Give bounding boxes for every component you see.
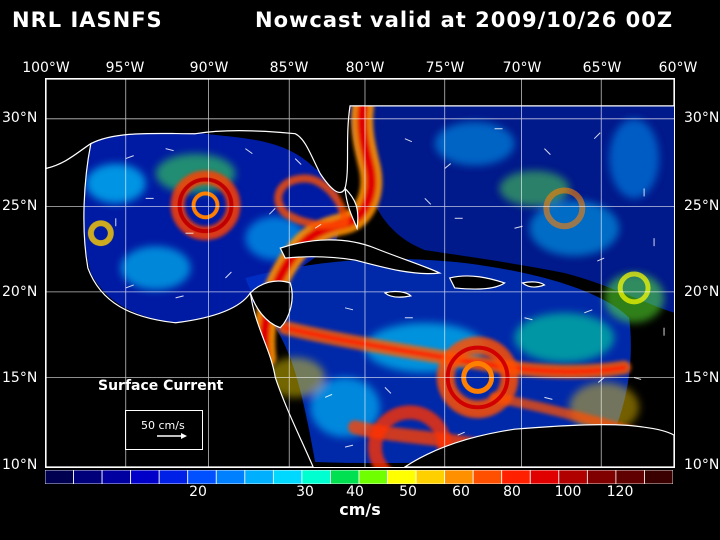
title-valid-time: valid at 2009/10/26 00Z bbox=[370, 8, 674, 32]
lat-label-15n-right: 15°N bbox=[684, 370, 720, 386]
colorbar-unit: cm/s bbox=[339, 500, 381, 519]
map-variable-label: Surface Current bbox=[98, 378, 224, 394]
colorbar-tick-120: 120 bbox=[606, 484, 634, 500]
colorbar-tick-20: 20 bbox=[189, 484, 207, 500]
colorbar-swatch bbox=[101, 470, 132, 484]
colorbar-tick-30: 30 bbox=[296, 484, 314, 500]
lat-label-25n-right: 25°N bbox=[684, 198, 720, 214]
lon-label-80w: 80°W bbox=[345, 60, 385, 76]
lat-label-15n-left: 15°N bbox=[2, 370, 38, 386]
lat-label-10n-right: 10°N bbox=[684, 457, 720, 473]
colorbar-swatch bbox=[615, 470, 645, 484]
colorbar-swatch bbox=[358, 470, 388, 484]
colorbar-swatch bbox=[158, 470, 189, 484]
colorbar-swatch bbox=[272, 470, 303, 484]
reference-vector-label: 50 cm/s bbox=[141, 419, 185, 432]
colorbar-swatch bbox=[330, 470, 360, 484]
colorbar-swatch bbox=[586, 470, 617, 484]
lon-label-100w: 100°W bbox=[22, 60, 70, 76]
lon-label-85w: 85°W bbox=[269, 60, 309, 76]
colorbar-swatch bbox=[73, 470, 103, 484]
colorbar-swatch bbox=[45, 470, 74, 484]
colorbar-tick-60: 60 bbox=[452, 484, 470, 500]
ocean-speed-field bbox=[82, 95, 674, 467]
title-product: Nowcast bbox=[255, 8, 363, 32]
colorbar-swatch bbox=[215, 470, 246, 484]
colorbar-tick-80: 80 bbox=[503, 484, 521, 500]
colorbar-tick-40: 40 bbox=[346, 484, 364, 500]
lon-label-90w: 90°W bbox=[189, 60, 229, 76]
reference-arrow-icon bbox=[157, 433, 187, 439]
lon-label-60w: 60°W bbox=[658, 60, 698, 76]
colorbar-swatch bbox=[301, 470, 331, 484]
lat-label-20n-left: 20°N bbox=[2, 284, 38, 300]
graticule bbox=[46, 79, 674, 467]
lon-label-75w: 75°W bbox=[425, 60, 465, 76]
lon-label-70w: 70°W bbox=[502, 60, 542, 76]
title-source: NRL IASNFS bbox=[12, 8, 163, 32]
colorbar-swatch bbox=[529, 470, 560, 484]
colorbar-tick-50: 50 bbox=[399, 484, 417, 500]
lat-label-10n-left: 10°N bbox=[2, 457, 38, 473]
lat-label-25n-left: 25°N bbox=[2, 198, 38, 214]
lon-label-95w: 95°W bbox=[105, 60, 145, 76]
colorbar-swatch bbox=[644, 470, 673, 484]
colorbar-swatch bbox=[444, 470, 474, 484]
colorbar-swatch bbox=[187, 470, 217, 484]
lat-label-30n-left: 30°N bbox=[2, 110, 38, 126]
reference-vector-box bbox=[125, 410, 203, 450]
current-speed-map bbox=[45, 78, 675, 468]
colorbar-swatch bbox=[387, 470, 417, 484]
colorbar-swatch bbox=[130, 470, 160, 484]
colorbar-swatch bbox=[244, 470, 274, 484]
lon-label-65w: 65°W bbox=[582, 60, 622, 76]
lat-label-20n-right: 20°N bbox=[684, 284, 720, 300]
colorbar-swatch bbox=[558, 470, 588, 484]
lat-label-30n-right: 30°N bbox=[684, 110, 720, 126]
colorbar-swatch bbox=[501, 470, 531, 484]
land-masses bbox=[46, 79, 674, 467]
colorbar-swatch bbox=[415, 470, 446, 484]
colorbar bbox=[45, 470, 673, 484]
colorbar-swatch bbox=[472, 470, 503, 484]
colorbar-tick-100: 100 bbox=[554, 484, 582, 500]
